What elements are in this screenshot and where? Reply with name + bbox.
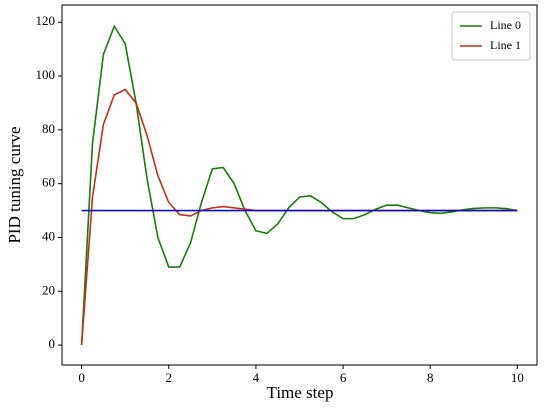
x-tick-label: 10 bbox=[511, 370, 524, 385]
y-tick-label: 100 bbox=[36, 67, 56, 82]
y-axis-label: PID tuning curve bbox=[5, 126, 24, 243]
legend-label: Line 1 bbox=[490, 38, 521, 52]
x-tick-label: 2 bbox=[166, 370, 173, 385]
y-tick-label: 20 bbox=[42, 282, 55, 297]
legend-label: Line 0 bbox=[490, 18, 521, 32]
y-tick-label: 120 bbox=[36, 13, 56, 28]
y-tick-label: 80 bbox=[42, 121, 55, 136]
y-tick-label: 40 bbox=[42, 228, 55, 243]
x-tick-label: 6 bbox=[340, 370, 347, 385]
line-series bbox=[80, 24, 518, 346]
x-tick-label: 8 bbox=[427, 370, 434, 385]
x-axis-label: Time step bbox=[267, 383, 334, 402]
plot-frame bbox=[61, 4, 538, 366]
x-tick-label: 4 bbox=[253, 370, 260, 385]
y-tick-label: 60 bbox=[42, 175, 55, 190]
x-tick-label: 0 bbox=[78, 370, 85, 385]
line-series bbox=[80, 88, 518, 346]
legend-box bbox=[451, 11, 531, 61]
y-tick-label: 0 bbox=[49, 336, 56, 351]
